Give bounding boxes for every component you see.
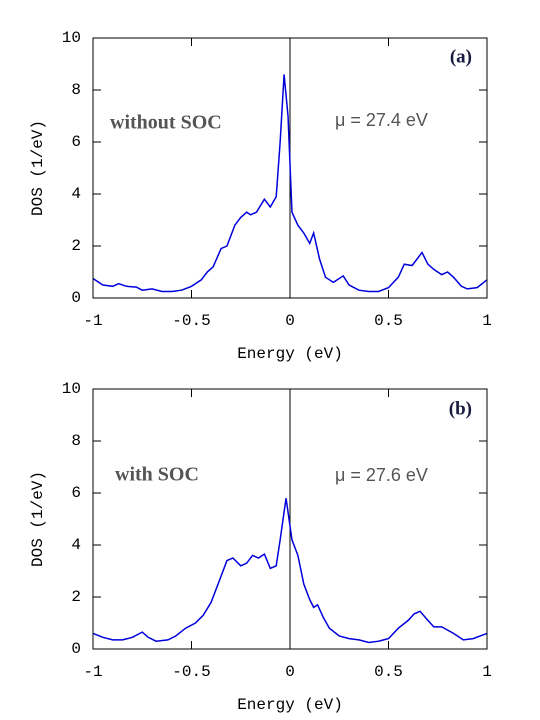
x-tick-label: 0	[285, 663, 295, 681]
y-tick-label: 8	[71, 432, 81, 450]
panel-label: (a)	[450, 46, 472, 67]
x-tick-label: 1	[482, 663, 492, 681]
x-tick-label: 0.5	[374, 312, 403, 330]
x-tick-label: -0.5	[172, 663, 210, 681]
y-tick-label: 10	[62, 29, 81, 47]
case-label: without SOC	[110, 112, 222, 134]
y-tick-label: 8	[71, 81, 81, 99]
x-tick-label: 0	[285, 312, 295, 330]
x-tick-label: 1	[482, 312, 492, 330]
x-axis-title: Energy (eV)	[237, 696, 343, 714]
y-axis-title: DOS (1/eV)	[29, 120, 47, 216]
y-tick-label: 10	[62, 380, 81, 398]
y-tick-label: 0	[71, 289, 81, 307]
x-tick-label: 0.5	[374, 663, 403, 681]
chemical-potential: μ = 27.6 eV	[335, 465, 428, 485]
panel-label: (b)	[449, 398, 472, 419]
y-axis-title: DOS (1/eV)	[29, 471, 47, 567]
x-axis-title: Energy (eV)	[237, 345, 343, 363]
y-tick-label: 6	[71, 133, 81, 151]
plot-frame	[92, 37, 488, 299]
y-tick-label: 4	[71, 185, 81, 203]
y-tick-label: 4	[71, 536, 81, 554]
x-tick-label: -1	[83, 312, 102, 330]
plot-frame	[92, 388, 488, 650]
y-tick-label: 2	[71, 588, 81, 606]
case-label: with SOC	[115, 464, 199, 486]
y-tick-label: 6	[71, 484, 81, 502]
dos-line	[92, 498, 488, 644]
y-tick-label: 2	[71, 237, 81, 255]
x-tick-label: -1	[83, 663, 102, 681]
x-tick-label: -0.5	[172, 312, 210, 330]
dos-line	[92, 74, 488, 293]
chemical-potential: μ = 27.4 eV	[335, 110, 428, 130]
y-tick-label: 0	[71, 640, 81, 658]
